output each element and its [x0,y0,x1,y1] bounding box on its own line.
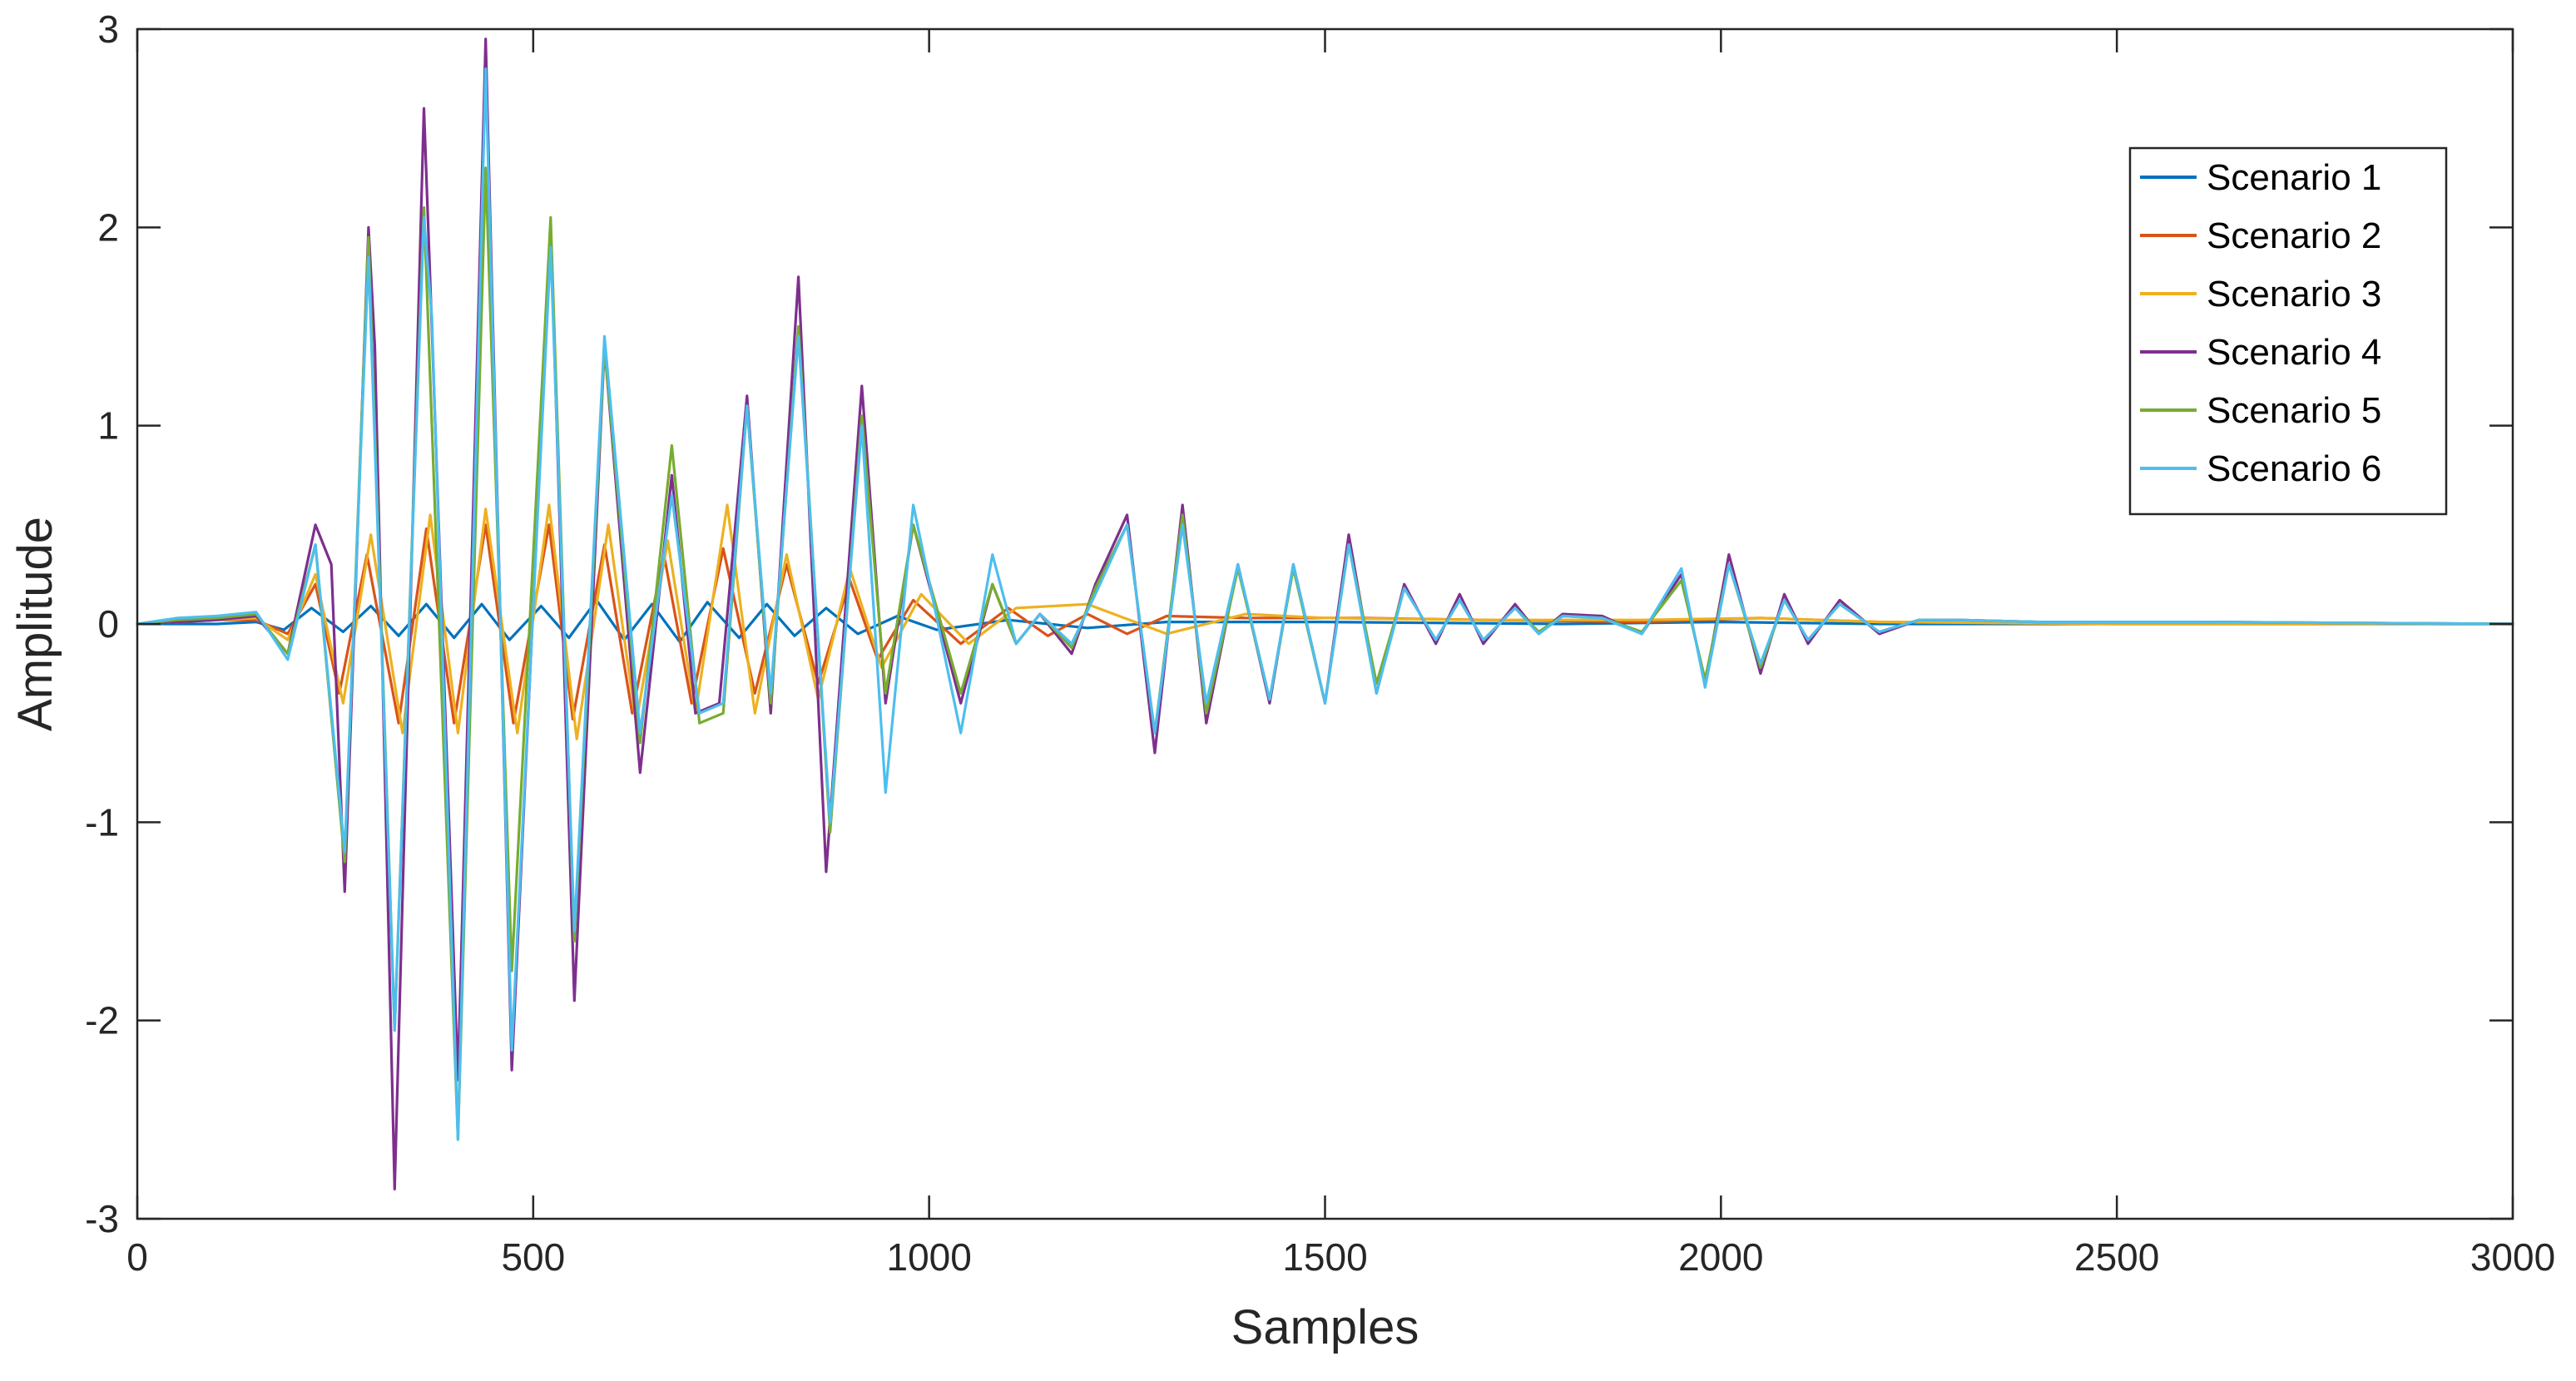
x-tick-label: 2000 [1678,1235,1763,1279]
x-tick-label: 1500 [1282,1235,1367,1279]
plot-lines [136,37,2514,1190]
legend-label: Scenario 1 [2207,157,2381,198]
x-tick-label: 500 [501,1235,565,1279]
y-tick-label: 0 [97,602,119,646]
tick-marks [136,27,2514,1220]
legend-label: Scenario 5 [2207,390,2381,431]
y-tick-label: -3 [85,1197,119,1240]
legend: Scenario 1 Scenario 2 Scenario 3 Scenario 4… [2128,146,2448,516]
x-axis-label: Samples [1231,1300,1419,1354]
y-tick-label: -1 [85,800,119,844]
y-tick-label: 1 [97,404,119,448]
x-tick-label: 1000 [886,1235,971,1279]
x-tick-label: 2500 [2074,1235,2159,1279]
legend-label: Scenario 2 [2207,215,2381,256]
legend-box [2128,146,2448,516]
y-axis-label: Amplitude [8,517,62,731]
y-tick-label: 3 [97,7,119,51]
legend-label: Scenario 6 [2207,448,2381,489]
legend-label: Scenario 4 [2207,332,2381,373]
x-tick-label: 3000 [2470,1235,2555,1279]
series-line-3 [136,503,2514,740]
y-tick-label: 2 [97,205,119,249]
y-tick-label: -2 [85,999,119,1042]
x-tick-label: 0 [126,1235,148,1279]
tick-labels: 0 500 1000 1500 2000 2500 3000 -3 -2 -1 0 1 2 3 [85,7,2555,1279]
series-line-6 [136,67,2514,1141]
legend-label: Scenario 3 [2207,274,2381,314]
